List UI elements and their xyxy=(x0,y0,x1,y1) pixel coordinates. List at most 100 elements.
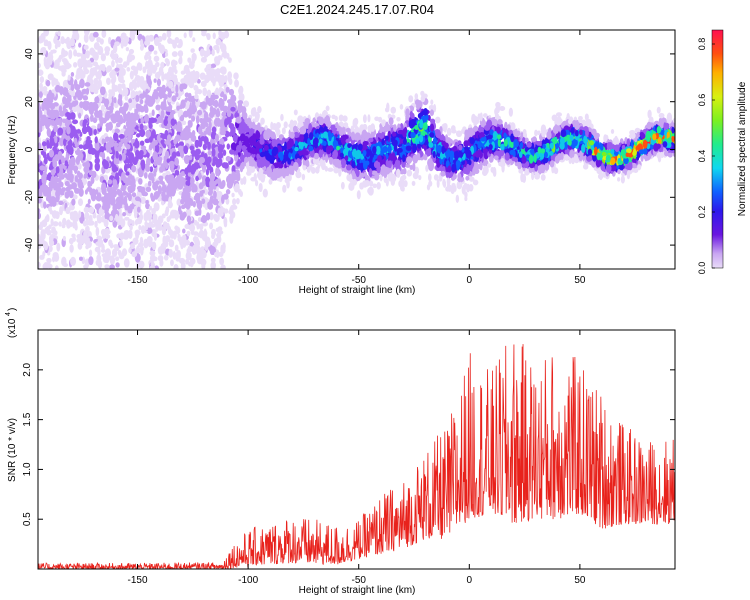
heatmap-cell xyxy=(179,83,184,92)
heatmap-cell xyxy=(52,221,59,227)
heatmap-cell xyxy=(428,180,433,187)
heatmap-cell xyxy=(180,171,186,177)
heatmap-cell xyxy=(195,163,201,169)
heatmap-cell xyxy=(228,88,235,96)
heatmap-cell xyxy=(161,181,165,186)
heatmap-cell xyxy=(210,63,217,68)
heatmap-cell xyxy=(147,240,154,248)
heatmap-cell xyxy=(55,84,61,93)
heatmap-cell xyxy=(47,261,51,266)
heatmap-cell xyxy=(113,244,119,249)
heatmap-cell xyxy=(77,92,81,101)
heatmap-cell xyxy=(436,178,440,188)
heatmap-cell xyxy=(301,173,306,181)
heatmap-cell xyxy=(343,122,349,128)
heatmap-cell xyxy=(65,63,72,69)
heatmap-cell xyxy=(504,121,508,131)
heatmap-cell xyxy=(390,106,397,114)
heatmap-cell xyxy=(223,274,227,280)
heatmap-cell xyxy=(72,194,78,200)
heatmap-cell xyxy=(84,189,88,195)
heatmap-cell xyxy=(310,166,316,174)
heatmap-cell xyxy=(81,126,88,135)
heatmap-cell xyxy=(239,152,244,162)
heatmap-cell xyxy=(215,158,221,169)
heatmap-cell xyxy=(190,134,197,143)
heatmap-cell xyxy=(114,41,120,47)
heatmap-cell xyxy=(78,172,83,180)
heatmap-cell xyxy=(367,114,371,123)
heatmap-cell xyxy=(122,61,128,68)
heatmap-cell xyxy=(235,198,240,205)
heatmap-cell xyxy=(564,149,570,155)
heatmap-cell xyxy=(115,262,120,268)
heatmap-cell xyxy=(666,115,673,124)
heatmap-cell xyxy=(145,157,151,167)
heatmap-cell xyxy=(201,198,206,205)
heatmap-cell xyxy=(442,180,447,188)
heatmap-cell xyxy=(57,150,63,160)
heatmap-cell xyxy=(46,17,50,24)
heatmap-cell xyxy=(199,190,204,197)
heatmap-cell xyxy=(105,125,110,133)
heatmap-cell xyxy=(101,138,105,145)
heatmap-cell xyxy=(123,36,130,44)
heatmap-cell xyxy=(68,221,73,228)
heatmap-cell xyxy=(138,224,142,231)
heatmap-cell xyxy=(406,169,413,177)
heatmap-cell xyxy=(104,248,112,258)
heatmap-cell xyxy=(170,259,174,267)
heatmap-cell xyxy=(499,105,506,112)
heatmap-cell xyxy=(104,264,110,269)
heatmap-cell xyxy=(40,117,47,125)
heatmap-cell xyxy=(139,140,145,146)
heatmap-cell xyxy=(402,128,408,138)
heatmap-cell xyxy=(495,101,501,108)
heatmap-cell xyxy=(128,48,135,55)
heatmap-cell xyxy=(176,44,182,49)
heatmap-cell xyxy=(174,37,180,44)
heatmap-cell xyxy=(157,115,164,124)
heatmap-cell xyxy=(99,151,104,158)
heatmap-cell xyxy=(173,266,178,269)
heatmap-cell xyxy=(195,175,199,182)
heatmap-cell xyxy=(69,244,74,253)
heatmap-cell xyxy=(222,149,227,156)
heatmap-cell xyxy=(89,47,95,56)
heatmap-cell xyxy=(50,167,56,176)
heatmap-cell xyxy=(153,78,157,83)
heatmap-cell xyxy=(133,210,138,219)
heatmap-cell xyxy=(237,101,243,110)
heatmap-cell xyxy=(215,186,219,192)
heatmap-cell xyxy=(46,257,52,263)
heatmap-cell xyxy=(368,180,374,187)
spectrogram-heatmap xyxy=(38,17,675,280)
heatmap-cell xyxy=(38,69,44,76)
heatmap-cell xyxy=(77,178,83,185)
heatmap-cell xyxy=(180,78,186,84)
heatmap-cell xyxy=(385,178,389,187)
heatmap-cell xyxy=(89,114,94,122)
heatmap-cell xyxy=(194,139,200,149)
heatmap-cell xyxy=(50,175,55,182)
heatmap-cell xyxy=(61,155,65,164)
heatmap-cell xyxy=(656,106,661,114)
heatmap-cell xyxy=(213,240,219,247)
heatmap-cell xyxy=(199,117,204,124)
heatmap-cell xyxy=(390,178,396,186)
heatmap-cell xyxy=(131,165,137,173)
heatmap-cell xyxy=(372,183,377,189)
heatmap-cell xyxy=(73,61,78,68)
heatmap-cell xyxy=(177,50,184,57)
heatmap-cell xyxy=(634,127,641,133)
heatmap-cell xyxy=(100,104,105,112)
heatmap-cell xyxy=(40,231,46,241)
heatmap-cell xyxy=(446,177,451,186)
heatmap-cell xyxy=(140,117,144,124)
heatmap-cell xyxy=(231,204,238,210)
heatmap-cell xyxy=(79,78,85,89)
heatmap-cell xyxy=(69,214,76,221)
heatmap-cell xyxy=(151,207,157,215)
heatmap-cell xyxy=(315,166,320,174)
